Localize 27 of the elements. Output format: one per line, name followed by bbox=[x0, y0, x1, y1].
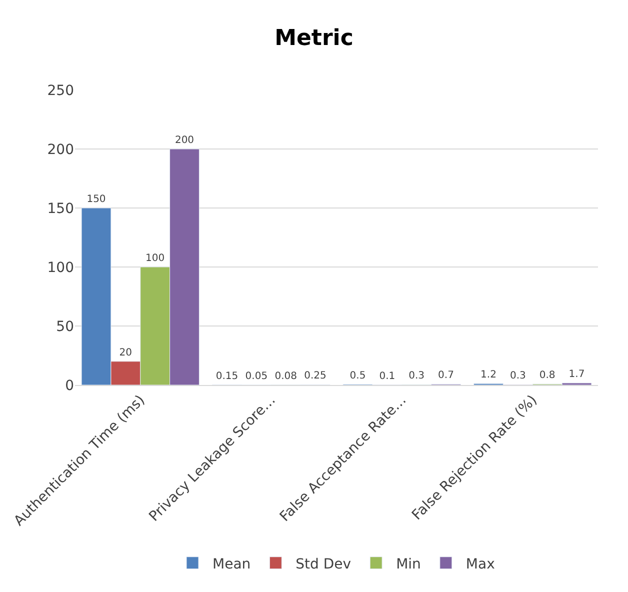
data-label: 1.7 bbox=[568, 368, 585, 380]
data-label: 0.15 bbox=[216, 370, 238, 382]
data-label: 150 bbox=[86, 194, 106, 205]
y-tick-label: 100 bbox=[47, 260, 74, 276]
data-label: 0.25 bbox=[304, 370, 326, 382]
data-label: 0.5 bbox=[350, 370, 366, 382]
data-label: 0.08 bbox=[274, 370, 297, 382]
y-tick-label: 150 bbox=[47, 200, 74, 217]
chart-title: Metric bbox=[274, 26, 354, 51]
data-label: 0.8 bbox=[539, 370, 556, 382]
y-tick-label: 250 bbox=[47, 82, 74, 99]
data-label: 0.3 bbox=[408, 370, 425, 382]
data-label: 0.05 bbox=[245, 370, 268, 382]
data-label: 0.3 bbox=[510, 370, 526, 382]
legend-label: Std Dev bbox=[296, 556, 352, 572]
legend-label: Mean bbox=[212, 556, 251, 572]
legend-label: Min bbox=[396, 556, 421, 572]
data-label: 200 bbox=[174, 135, 194, 146]
data-label: 1.2 bbox=[480, 370, 496, 381]
legend-label: Max bbox=[466, 556, 495, 572]
data-label: 0.7 bbox=[438, 370, 454, 382]
y-tick-label: 200 bbox=[47, 142, 74, 158]
data-label: 0.1 bbox=[379, 370, 396, 382]
y-tick-label: 0 bbox=[65, 378, 74, 394]
y-tick-label: 50 bbox=[56, 318, 74, 335]
data-label: 100 bbox=[146, 253, 165, 264]
data-label: 20 bbox=[119, 347, 132, 358]
